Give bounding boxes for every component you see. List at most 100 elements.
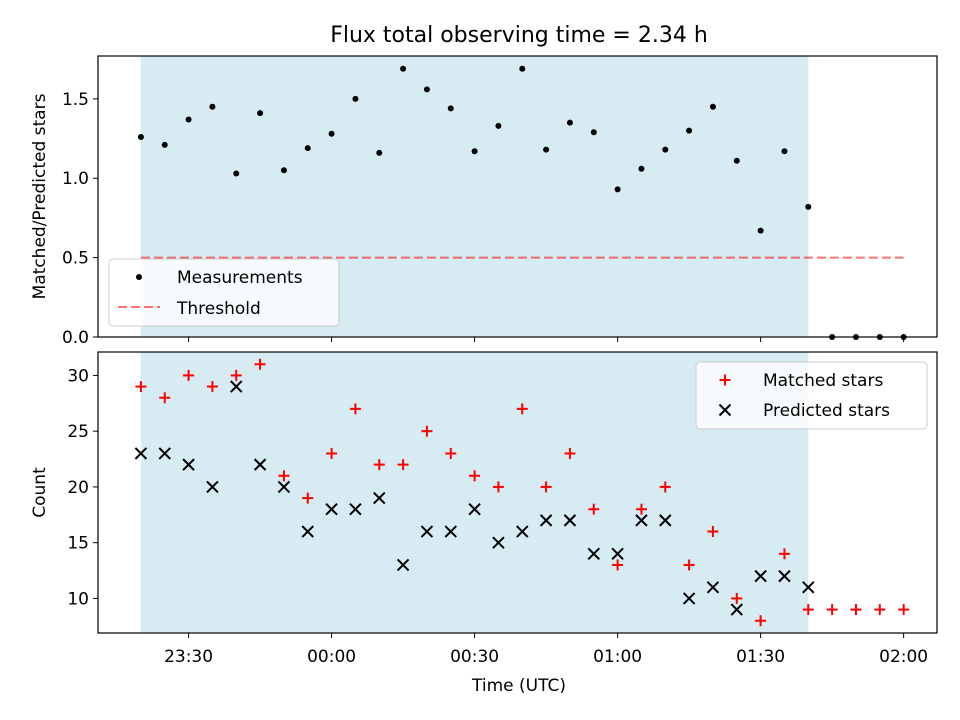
matched-star-marker bbox=[302, 492, 314, 504]
predicted-marker-stroke bbox=[516, 525, 529, 538]
predicted-marker-stroke bbox=[706, 581, 720, 594]
predicted-star-marker bbox=[420, 525, 434, 538]
predicted-star-marker bbox=[754, 569, 767, 583]
predicted-star-marker bbox=[444, 525, 457, 538]
y-tick-label: 15 bbox=[67, 534, 89, 554]
predicted-star-marker bbox=[373, 491, 386, 505]
predicted-star-marker bbox=[516, 525, 529, 538]
matched-star-marker bbox=[683, 559, 695, 571]
matched-star-marker bbox=[421, 425, 433, 437]
predicted-star-marker bbox=[468, 503, 481, 516]
measurement-point bbox=[328, 130, 335, 137]
matched-star-marker bbox=[516, 403, 528, 415]
predicted-marker-stroke bbox=[373, 491, 386, 505]
predicted-star-marker bbox=[349, 503, 362, 516]
matched-star-marker bbox=[230, 369, 242, 381]
matched-star-marker bbox=[445, 447, 457, 459]
y-axis-label: Count bbox=[30, 467, 50, 518]
matched-star-marker bbox=[326, 447, 338, 459]
matched-star-marker bbox=[183, 369, 195, 381]
measurement-point bbox=[447, 105, 454, 112]
matched-star-marker bbox=[850, 604, 862, 616]
predicted-star-marker bbox=[253, 458, 267, 471]
top-panel: 0.0 0.5 1.0 1.5 Matched/Predicted stars Measu… bbox=[30, 55, 938, 348]
matched-star-marker bbox=[755, 615, 767, 627]
axes-frame bbox=[97, 55, 938, 338]
matched-star-marker bbox=[826, 604, 838, 616]
bottom-panel: 23:30 00:00 00:30 01:00 01:30 02:00 10 15 20 25 30… bbox=[30, 351, 938, 667]
matched-star-marker bbox=[612, 559, 624, 571]
matched-star-marker bbox=[373, 459, 385, 471]
x-tick-label: 00:00 bbox=[307, 647, 356, 667]
predicted-star-marker bbox=[659, 514, 672, 527]
predicted-marker-stroke bbox=[730, 603, 743, 616]
matched-star-marker bbox=[564, 447, 576, 459]
legend: Measurements Threshold bbox=[108, 258, 340, 327]
y-axis-label: Matched/Predicted stars bbox=[30, 93, 50, 299]
measurement-point bbox=[280, 167, 287, 174]
legend-measurement-marker bbox=[136, 274, 142, 280]
predicted-marker-stroke bbox=[587, 547, 600, 561]
predicted-marker-stroke bbox=[206, 480, 219, 494]
predicted-star-marker bbox=[158, 447, 171, 460]
x-tick-label: 01:30 bbox=[736, 647, 785, 667]
matched-star-marker bbox=[135, 381, 147, 393]
predicted-marker-stroke bbox=[754, 569, 767, 583]
measurement-point bbox=[257, 110, 264, 117]
measurement-point bbox=[233, 170, 240, 177]
predicted-star-marker bbox=[802, 581, 815, 594]
predicted-marker-stroke bbox=[349, 503, 362, 516]
legend-matched-label: Matched stars bbox=[763, 371, 883, 391]
measurement-point bbox=[471, 148, 478, 155]
matched-star-marker bbox=[635, 503, 647, 515]
measurement-point bbox=[400, 65, 407, 72]
predicted-star-marker bbox=[301, 525, 314, 538]
predicted-star-marker bbox=[778, 569, 791, 583]
matched-star-marker bbox=[731, 592, 743, 604]
predicted-marker-stroke bbox=[635, 514, 648, 527]
predicted-marker-stroke bbox=[539, 514, 553, 527]
predicted-marker-stroke bbox=[682, 592, 696, 605]
measurement-point bbox=[781, 148, 788, 155]
legend: Matched stars Predicted stars bbox=[695, 361, 928, 430]
legend-predicted-label: Predicted stars bbox=[763, 401, 890, 421]
chart-title: Flux total observing time = 2.34 h bbox=[330, 23, 708, 48]
measurement-point bbox=[376, 149, 383, 156]
x-tick-label: 02:00 bbox=[879, 647, 928, 667]
x-axis-label: Time (UTC) bbox=[471, 676, 566, 696]
matched-star-marker bbox=[802, 604, 814, 616]
measurement-point bbox=[304, 145, 311, 152]
measurement-point bbox=[805, 203, 812, 210]
predicted-star-marker bbox=[182, 458, 195, 471]
predicted-star-marker bbox=[563, 514, 577, 527]
matched-star-marker bbox=[254, 358, 266, 370]
predicted-marker-stroke bbox=[420, 525, 434, 538]
predicted-marker-stroke bbox=[468, 503, 481, 516]
predicted-star-marker bbox=[706, 581, 720, 594]
predicted-marker-stroke bbox=[301, 525, 314, 538]
predicted-star-marker bbox=[611, 547, 624, 561]
predicted-star-marker bbox=[325, 503, 338, 516]
predicted-marker-stroke bbox=[230, 380, 243, 393]
predicted-star-marker bbox=[635, 514, 648, 527]
predicted-star-marker bbox=[682, 592, 696, 605]
matched-star-marker bbox=[397, 459, 409, 471]
legend-box bbox=[108, 258, 340, 327]
legend-measurements-label: Measurements bbox=[177, 268, 303, 288]
matched-star-marker bbox=[588, 503, 600, 515]
measurement-point bbox=[495, 122, 502, 129]
y-tick-label: 1.5 bbox=[62, 90, 89, 110]
predicted-marker-stroke bbox=[277, 480, 291, 494]
predicted-marker-stroke bbox=[778, 569, 791, 583]
predicted-marker-stroke bbox=[134, 447, 148, 460]
predicted-marker-stroke bbox=[158, 447, 171, 460]
measurement-point bbox=[352, 95, 359, 102]
axes-frame bbox=[97, 351, 938, 634]
predicted-marker-stroke bbox=[611, 547, 624, 561]
matched-star-marker bbox=[659, 481, 671, 493]
predicted-star-marker bbox=[134, 447, 148, 460]
matched-star-marker bbox=[707, 526, 719, 538]
matched-star-marker bbox=[492, 481, 504, 493]
predicted-star-marker bbox=[230, 380, 243, 393]
